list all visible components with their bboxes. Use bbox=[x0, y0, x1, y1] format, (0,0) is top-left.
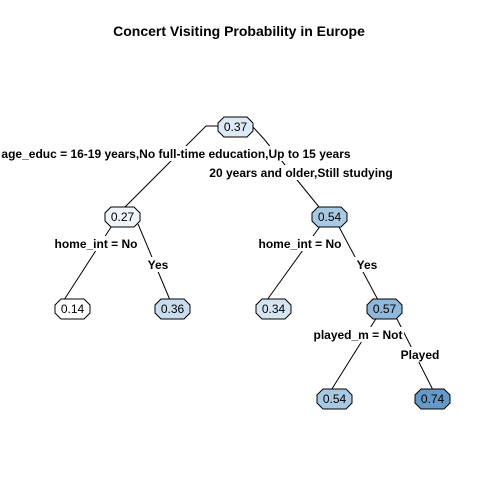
node-right-right-value: 0.57 bbox=[373, 302, 397, 316]
node-right: 0.54 bbox=[311, 206, 348, 228]
split-label-right-left: home_int = No bbox=[258, 237, 341, 251]
node-left-value: 0.27 bbox=[111, 210, 135, 224]
leaf-rr-left-shape bbox=[316, 388, 353, 410]
split-labels: age_educ = 16-19 years,No full-time educ… bbox=[0, 146, 442, 362]
split-label-left-left: home_int = No bbox=[54, 237, 137, 251]
leaf-left-right: 0.36 bbox=[154, 298, 191, 320]
leaf-rr-right-value: 0.74 bbox=[421, 392, 445, 406]
node-left: 0.27 bbox=[104, 206, 141, 228]
node-right-shape bbox=[311, 206, 348, 228]
node-left-shape bbox=[104, 206, 141, 228]
leaf-rr-right-shape bbox=[414, 388, 451, 410]
leaf-right-left: 0.34 bbox=[255, 298, 292, 320]
leaf-rr-right: 0.74 bbox=[414, 388, 451, 410]
tree-nodes: 0.37 0.27 0.54 0.14 0.36 0.34 0.57 bbox=[54, 116, 451, 410]
split-label-rr-right: Played bbox=[401, 348, 440, 362]
edge-left-leftleaf bbox=[63, 223, 114, 301]
split-label-rr-left: played_m = Not bbox=[313, 328, 402, 342]
edge-root-right bbox=[251, 125, 320, 208]
diagram-title: Concert Visiting Probability in Europe bbox=[113, 23, 365, 39]
split-label-root-left: age_educ = 16-19 years,No full-time educ… bbox=[1, 147, 350, 161]
node-root-shape bbox=[217, 116, 254, 138]
leaf-rr-left: 0.54 bbox=[316, 388, 353, 410]
split-label-right-right: Yes bbox=[357, 258, 378, 272]
leaf-left-right-shape bbox=[154, 298, 191, 320]
leaf-left-right-value: 0.36 bbox=[161, 302, 185, 316]
leaf-left-left-shape bbox=[54, 298, 91, 320]
leaf-left-left: 0.14 bbox=[54, 298, 91, 320]
leaf-right-left-value: 0.34 bbox=[262, 302, 286, 316]
split-label-root-right: 20 years and older,Still studying bbox=[209, 166, 392, 180]
node-right-right: 0.57 bbox=[366, 298, 403, 320]
leaf-left-left-value: 0.14 bbox=[61, 302, 85, 316]
node-right-value: 0.54 bbox=[318, 210, 342, 224]
leaf-right-left-shape bbox=[255, 298, 292, 320]
leaf-rr-left-value: 0.54 bbox=[323, 392, 347, 406]
node-root: 0.37 bbox=[217, 116, 254, 138]
split-label-left-right: Yes bbox=[148, 258, 169, 272]
edge-root-left bbox=[124, 125, 219, 208]
node-right-right-shape bbox=[366, 298, 403, 320]
node-root-value: 0.37 bbox=[224, 120, 248, 134]
